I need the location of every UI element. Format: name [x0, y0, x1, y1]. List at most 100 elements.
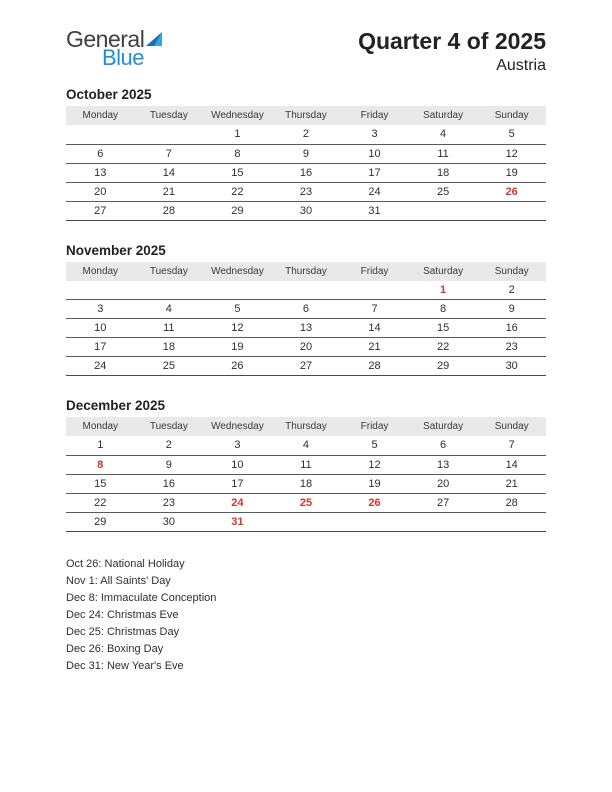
- calendar-table: MondayTuesdayWednesdayThursdayFridaySatu…: [66, 262, 546, 377]
- calendar-day: 26: [203, 357, 272, 376]
- calendar-day: 30: [272, 201, 341, 220]
- calendar-day-holiday: 24: [203, 493, 272, 512]
- calendar-day: 22: [203, 182, 272, 201]
- calendar-day: 24: [66, 357, 135, 376]
- page-header: General Blue Quarter 4 of 2025 Austria: [66, 28, 546, 75]
- calendar-day: 15: [66, 474, 135, 493]
- calendar-day-holiday: 31: [203, 512, 272, 531]
- calendar-day: 18: [135, 338, 204, 357]
- calendar-day: 22: [409, 338, 478, 357]
- calendar-day: 8: [203, 144, 272, 163]
- calendar-day: 23: [135, 493, 204, 512]
- calendar-day: 7: [340, 300, 409, 319]
- calendar-day-holiday: 1: [409, 281, 478, 300]
- holiday-entry: Dec 8: Immaculate Conception: [66, 590, 546, 607]
- calendar-day: 6: [272, 300, 341, 319]
- calendar-day: [66, 125, 135, 144]
- holiday-entry: Oct 26: National Holiday: [66, 556, 546, 573]
- calendar-day: 22: [66, 493, 135, 512]
- calendar-day: 11: [135, 319, 204, 338]
- calendar-day: 2: [272, 125, 341, 144]
- calendar-row: 13141516171819: [66, 163, 546, 182]
- calendar-day: 12: [203, 319, 272, 338]
- calendar-day: 17: [203, 474, 272, 493]
- logo-triangle-icon: [146, 32, 162, 46]
- calendar-row: 15161718192021: [66, 474, 546, 493]
- calendar-day: 12: [477, 144, 546, 163]
- calendar-day: 15: [203, 163, 272, 182]
- calendar-day: 17: [340, 163, 409, 182]
- weekday-header: Thursday: [272, 106, 341, 125]
- calendar-day: [477, 512, 546, 531]
- calendar-row: 1234567: [66, 436, 546, 455]
- calendar-row: 17181920212223: [66, 338, 546, 357]
- months-container: October 2025MondayTuesdayWednesdayThursd…: [66, 87, 546, 532]
- calendar-day: 28: [477, 493, 546, 512]
- calendar-day: 9: [135, 455, 204, 474]
- calendar-day: 20: [409, 474, 478, 493]
- calendar-day: 19: [203, 338, 272, 357]
- calendar-day: 4: [409, 125, 478, 144]
- calendar-day: 13: [272, 319, 341, 338]
- calendar-day: 29: [203, 201, 272, 220]
- calendar-day: 25: [135, 357, 204, 376]
- calendar-day: 30: [477, 357, 546, 376]
- calendar-day: 21: [477, 474, 546, 493]
- calendar-day: [272, 281, 341, 300]
- calendar-day: 11: [409, 144, 478, 163]
- calendar-day: 27: [66, 201, 135, 220]
- calendar-row: 22232425262728: [66, 493, 546, 512]
- weekday-header: Saturday: [409, 417, 478, 436]
- calendar-day: 15: [409, 319, 478, 338]
- calendar-day: 16: [477, 319, 546, 338]
- calendar-row: 6789101112: [66, 144, 546, 163]
- calendar-day: 5: [203, 300, 272, 319]
- calendar-day: 13: [409, 455, 478, 474]
- month-block: December 2025MondayTuesdayWednesdayThurs…: [66, 398, 546, 532]
- calendar-day: [135, 281, 204, 300]
- calendar-day-holiday: 25: [272, 493, 341, 512]
- weekday-header: Friday: [340, 106, 409, 125]
- calendar-table: MondayTuesdayWednesdayThursdayFridaySatu…: [66, 106, 546, 221]
- calendar-day: 18: [409, 163, 478, 182]
- holiday-entry: Dec 24: Christmas Eve: [66, 607, 546, 624]
- calendar-day: [409, 512, 478, 531]
- calendar-day: [66, 281, 135, 300]
- calendar-day: [135, 125, 204, 144]
- calendar-day: 6: [409, 436, 478, 455]
- calendar-day: [340, 281, 409, 300]
- weekday-header: Saturday: [409, 262, 478, 281]
- weekday-header: Tuesday: [135, 262, 204, 281]
- calendar-day: 10: [66, 319, 135, 338]
- weekday-header: Monday: [66, 106, 135, 125]
- calendar-day: 28: [340, 357, 409, 376]
- calendar-day: 1: [203, 125, 272, 144]
- logo: General Blue: [66, 28, 162, 69]
- calendar-day: 7: [477, 436, 546, 455]
- calendar-day: 12: [340, 455, 409, 474]
- calendar-day-holiday: 26: [340, 493, 409, 512]
- calendar-table: MondayTuesdayWednesdayThursdayFridaySatu…: [66, 417, 546, 532]
- country-label: Austria: [358, 57, 546, 75]
- weekday-header: Wednesday: [203, 106, 272, 125]
- calendar-page: General Blue Quarter 4 of 2025 Austria O…: [0, 0, 612, 792]
- calendar-row: 3456789: [66, 300, 546, 319]
- weekday-header: Sunday: [477, 262, 546, 281]
- weekday-header: Monday: [66, 417, 135, 436]
- calendar-row: 24252627282930: [66, 357, 546, 376]
- calendar-day: 31: [340, 201, 409, 220]
- calendar-day: 3: [340, 125, 409, 144]
- calendar-day-holiday: 8: [66, 455, 135, 474]
- page-title: Quarter 4 of 2025: [358, 28, 546, 55]
- weekday-header: Sunday: [477, 417, 546, 436]
- calendar-day: 9: [272, 144, 341, 163]
- weekday-header: Friday: [340, 417, 409, 436]
- calendar-day: 5: [477, 125, 546, 144]
- weekday-header: Saturday: [409, 106, 478, 125]
- calendar-day: 18: [272, 474, 341, 493]
- calendar-day: 2: [477, 281, 546, 300]
- weekday-header: Thursday: [272, 262, 341, 281]
- calendar-row: 20212223242526: [66, 182, 546, 201]
- calendar-day: 14: [340, 319, 409, 338]
- calendar-day: 27: [272, 357, 341, 376]
